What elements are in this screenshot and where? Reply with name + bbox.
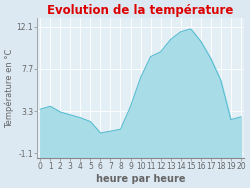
- X-axis label: heure par heure: heure par heure: [96, 174, 185, 184]
- Y-axis label: Température en °C: Température en °C: [4, 49, 14, 128]
- Title: Evolution de la température: Evolution de la température: [47, 4, 234, 17]
